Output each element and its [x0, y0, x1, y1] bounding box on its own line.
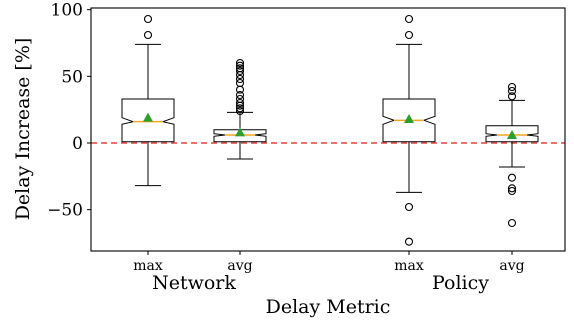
group-label: Network — [152, 272, 236, 294]
mean-marker — [404, 114, 414, 124]
y-tick-label: 100 — [51, 1, 83, 21]
outlier-point — [235, 66, 245, 76]
outlier-point — [507, 173, 517, 182]
y-tick-label: 50 — [61, 67, 83, 87]
outlier-point — [235, 58, 245, 68]
outlier-point — [507, 184, 517, 193]
outlier-point — [143, 14, 153, 24]
outlier-point — [404, 202, 414, 212]
outlier-point — [235, 64, 245, 73]
outlier-point — [404, 30, 414, 40]
outlier-point — [507, 186, 517, 196]
box-network-max — [121, 14, 175, 187]
y-tick-label: −50 — [47, 201, 83, 221]
outlier-point — [235, 90, 245, 100]
outlier-point — [235, 85, 245, 94]
y-axis-label: Delay Increase [%] — [12, 38, 34, 221]
x-tick-label: avg — [227, 258, 252, 274]
outlier-point — [507, 86, 517, 96]
box-network-avg — [213, 58, 267, 160]
group-label: Policy — [432, 272, 489, 294]
mean-marker — [235, 127, 245, 137]
plot-frame — [90, 7, 566, 252]
mean-marker — [143, 112, 153, 122]
y-axis-ticks: 100 50 0 −50 — [47, 1, 91, 221]
outlier-point — [235, 94, 245, 104]
outlier-point — [235, 78, 245, 88]
outlier-point — [404, 237, 414, 246]
outlier-point — [404, 14, 414, 24]
outlier-point — [235, 104, 245, 113]
outlier-point — [235, 106, 245, 116]
outlier-point — [143, 30, 153, 40]
plot-marks — [91, 14, 565, 246]
y-tick-label: 0 — [72, 134, 83, 154]
box-policy-avg — [485, 82, 539, 228]
outlier-point — [507, 82, 517, 92]
box-policy-max — [382, 14, 436, 246]
outlier-point — [507, 218, 517, 228]
outlier-point — [235, 61, 245, 70]
x-tick-label: avg — [499, 258, 524, 274]
x-tick-label: max — [133, 258, 163, 274]
outlier-point — [235, 98, 245, 108]
x-tick-label: max — [394, 258, 424, 274]
outlier-point — [507, 92, 517, 101]
mean-marker — [507, 130, 517, 140]
x-axis-label: Delay Metric — [266, 296, 391, 318]
outlier-point — [235, 74, 245, 84]
